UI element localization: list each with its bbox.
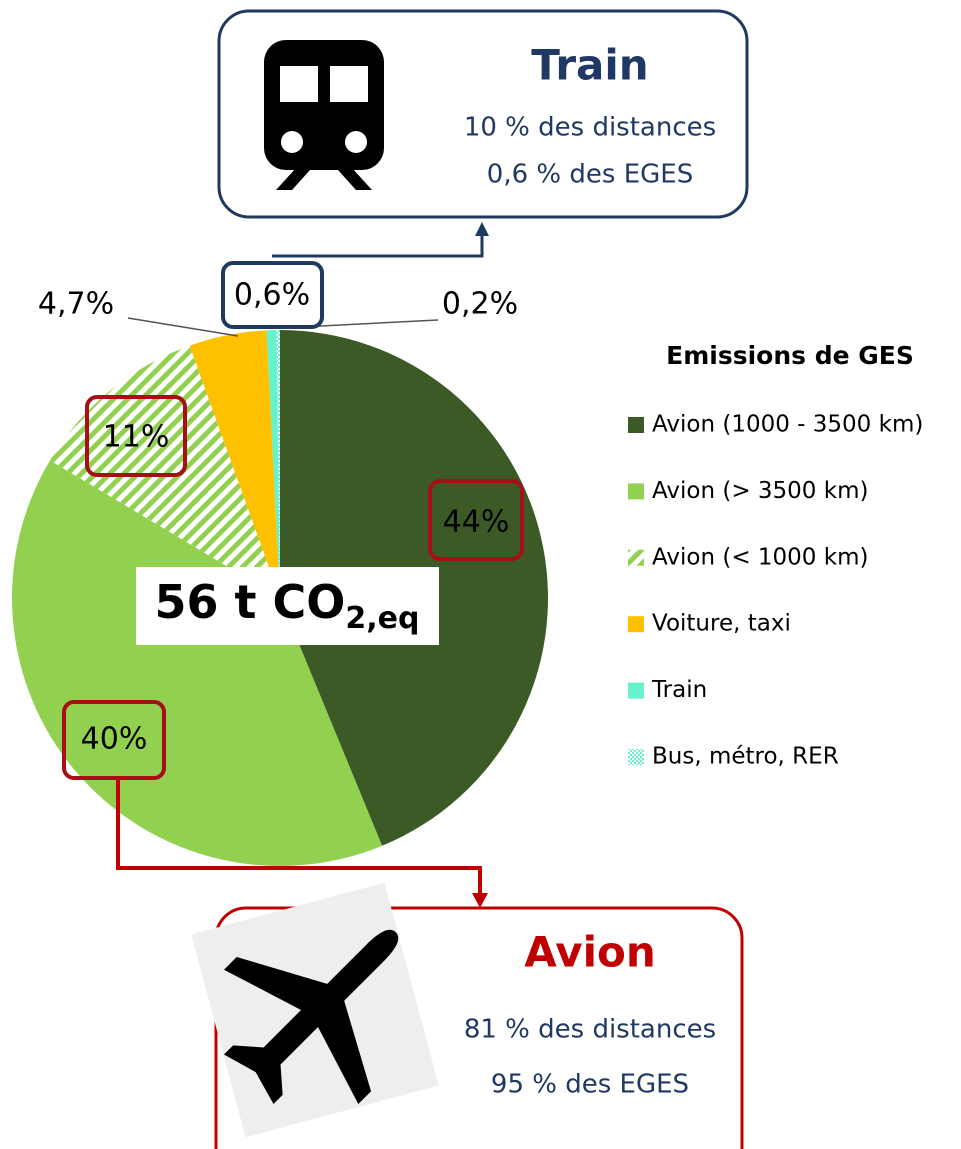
highlight-box	[85, 395, 187, 477]
pie-slice	[276, 330, 280, 598]
center-label-box	[136, 567, 439, 645]
pie-slice	[266, 330, 280, 598]
plane-icon	[223, 929, 399, 1105]
center-label-sub: 2,eq	[345, 601, 419, 636]
highlight-box	[428, 479, 524, 561]
pie-slice	[12, 460, 383, 866]
legend-label: Avion (1000 - 3500 km)	[652, 412, 923, 438]
data-label: 0,6%	[234, 278, 310, 313]
callout-title: Train	[531, 41, 648, 90]
arrow-head	[475, 222, 489, 236]
legend-label: Avion (> 3500 km)	[652, 478, 868, 504]
callout-line: 81 % des distances	[464, 1015, 716, 1045]
pie-slice	[50, 345, 281, 598]
data-label: 4,7%	[38, 287, 114, 322]
legend-swatch	[628, 549, 644, 566]
highlight-box	[62, 700, 166, 780]
pie-slice	[189, 330, 280, 598]
connector	[116, 780, 482, 895]
leader-line	[127, 317, 239, 337]
legend-label: Train	[651, 677, 707, 703]
legend: Avion (1000 - 3500 km) Avion (> 3500 km) A…	[628, 412, 923, 770]
callout-title: Avion	[524, 928, 656, 977]
train-icon	[264, 40, 384, 190]
arrow-head	[472, 893, 488, 908]
legend-swatch	[628, 749, 644, 765]
legend-label: Bus, métro, RER	[652, 744, 839, 770]
callout-line: 0,6 % des EGES	[487, 160, 693, 190]
legend-title: Emissions de GES	[666, 341, 914, 370]
data-label: 44%	[443, 505, 510, 540]
center-label-main: 56 t CO	[155, 575, 346, 629]
callout-line: 95 % des EGES	[491, 1070, 689, 1100]
data-label: 0,2%	[442, 287, 518, 322]
connector	[272, 232, 484, 258]
legend-swatch	[628, 616, 644, 633]
legend-swatch	[628, 417, 644, 433]
highlight-box	[221, 261, 324, 329]
legend-swatch	[628, 682, 644, 699]
legend-label: Avion (< 1000 km)	[652, 544, 868, 570]
data-label: 40%	[81, 722, 148, 757]
callout-line: 10 % des distances	[464, 113, 716, 143]
data-label: 11%	[103, 420, 170, 455]
legend-swatch	[628, 483, 644, 500]
legend-label: Voiture, taxi	[652, 611, 791, 637]
center-label: 56 t CO2,eq	[155, 575, 420, 636]
